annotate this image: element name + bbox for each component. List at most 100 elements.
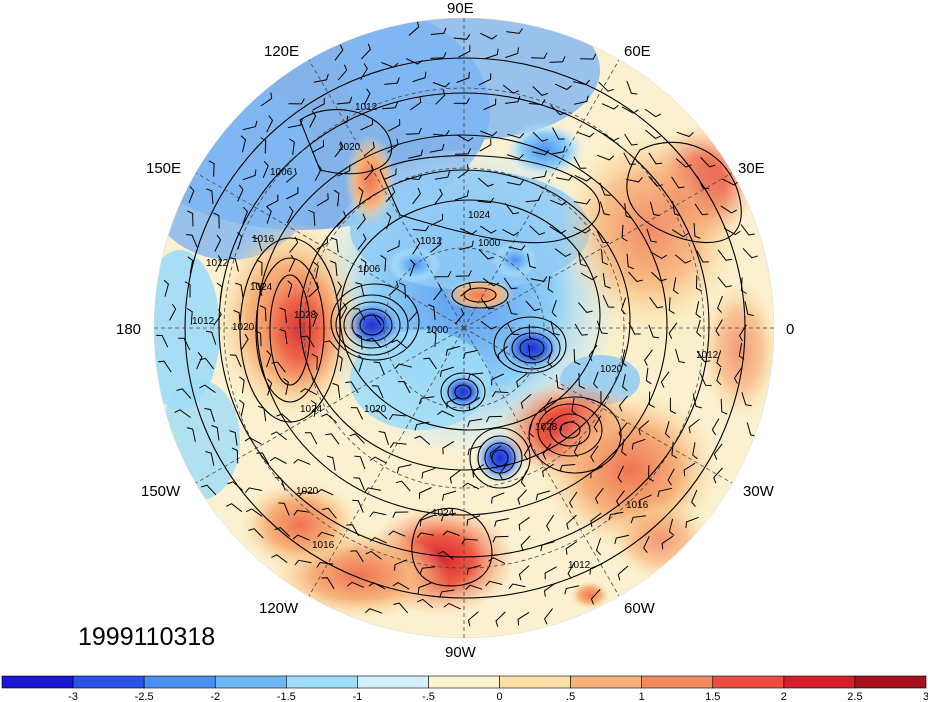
wind-barb	[717, 295, 723, 313]
wind-barb	[535, 490, 551, 501]
wind-barb	[394, 363, 412, 369]
wind-barb	[600, 391, 607, 408]
colorbar-tick-label: .5	[566, 691, 575, 702]
wind-barb	[393, 602, 409, 614]
map-boundary	[153, 17, 775, 639]
wind-barb	[371, 409, 388, 420]
wind-barb	[371, 385, 384, 399]
wind-barb	[683, 462, 696, 477]
wind-barb	[301, 335, 315, 348]
wind-barb	[549, 56, 566, 63]
colorbar-tick-label: -1.5	[277, 691, 296, 702]
wind-barb	[660, 371, 670, 388]
wind-barb	[266, 206, 272, 224]
isobar-label: 1028	[294, 310, 317, 321]
wind-barb	[396, 464, 412, 474]
wind-barb	[199, 357, 214, 370]
wind-barb	[414, 435, 431, 445]
timestamp-label: 1999110318	[78, 623, 215, 651]
isobar-label: 1024	[250, 282, 273, 293]
wind-barb	[506, 179, 524, 186]
wind-barb	[455, 270, 472, 277]
wind-barb	[289, 138, 295, 156]
wind-barb	[412, 225, 430, 232]
wind-barb	[480, 130, 498, 137]
wind-barb	[454, 308, 465, 325]
wind-barb	[740, 277, 747, 294]
wind-barb	[720, 205, 738, 214]
isobar-label: 1020	[338, 142, 361, 153]
wind-barb	[596, 320, 608, 335]
wind-barb	[233, 309, 241, 326]
wind-barb	[467, 418, 483, 427]
wind-barb	[648, 324, 660, 339]
wind-barb	[340, 302, 348, 320]
wind-barb	[333, 189, 340, 207]
wind-barb	[364, 164, 374, 181]
wind-barb	[213, 212, 220, 229]
wind-barb	[242, 120, 258, 131]
wind-barb	[543, 582, 556, 597]
wind-barb	[355, 282, 365, 297]
wind-barb	[274, 527, 291, 537]
wind-barb	[271, 554, 288, 563]
wind-barb	[229, 354, 242, 368]
lon-label-0: 0	[786, 321, 794, 338]
colorbar-swatch	[783, 675, 856, 689]
wind-barb	[550, 105, 566, 116]
wind-barb	[573, 348, 581, 365]
wind-barb	[361, 43, 371, 60]
wind-barb	[458, 45, 471, 58]
wind-barb	[590, 466, 603, 479]
wind-barb	[364, 487, 382, 493]
wind-barb	[366, 337, 382, 349]
wind-barb	[554, 83, 572, 91]
wind-barb	[237, 232, 243, 250]
wind-barb	[647, 465, 654, 482]
wind-barb	[445, 345, 461, 356]
wind-barb	[428, 304, 436, 320]
colorbar-tick-label: 1	[639, 691, 645, 702]
wind-barb	[599, 201, 611, 216]
wind-barb	[565, 540, 578, 555]
wind-barb	[499, 463, 508, 480]
wind-barb	[691, 489, 698, 507]
wind-barb	[695, 301, 702, 319]
wind-barb	[405, 127, 422, 135]
wind-barb	[454, 148, 472, 155]
wind-barb	[419, 566, 436, 574]
isobar-label: 1012	[568, 560, 591, 571]
wind-barb	[657, 487, 673, 498]
wind-barb	[352, 308, 366, 321]
wind-barb	[668, 322, 678, 339]
wind-barb	[187, 256, 194, 274]
wind-barb	[578, 251, 587, 267]
wind-barb	[492, 535, 509, 543]
isobar-label: 1012	[206, 258, 229, 269]
wind-barb	[638, 420, 650, 436]
wind-barb	[423, 357, 437, 370]
wind-barb	[485, 415, 503, 423]
wind-barb	[530, 276, 548, 282]
wind-barb	[569, 491, 578, 509]
wind-barb	[437, 410, 455, 418]
wind-barb	[347, 581, 365, 588]
wind-barb	[317, 531, 335, 537]
wind-barb	[279, 307, 287, 323]
wind-barb	[386, 240, 400, 253]
wind-barb	[716, 368, 722, 386]
wind-barb	[430, 52, 447, 59]
wind-barb	[516, 373, 528, 388]
wind-barb	[205, 330, 217, 345]
wind-barb	[239, 399, 245, 417]
wind-barb	[395, 480, 411, 492]
wind-barb	[446, 396, 460, 409]
wind-barb	[621, 349, 627, 367]
wind-barb	[439, 366, 454, 377]
wind-barb	[356, 213, 366, 230]
wind-barb	[254, 330, 262, 347]
wind-barb	[542, 463, 554, 478]
wind-barb	[353, 477, 365, 491]
wind-barb	[482, 277, 500, 287]
wind-barb	[544, 608, 553, 625]
